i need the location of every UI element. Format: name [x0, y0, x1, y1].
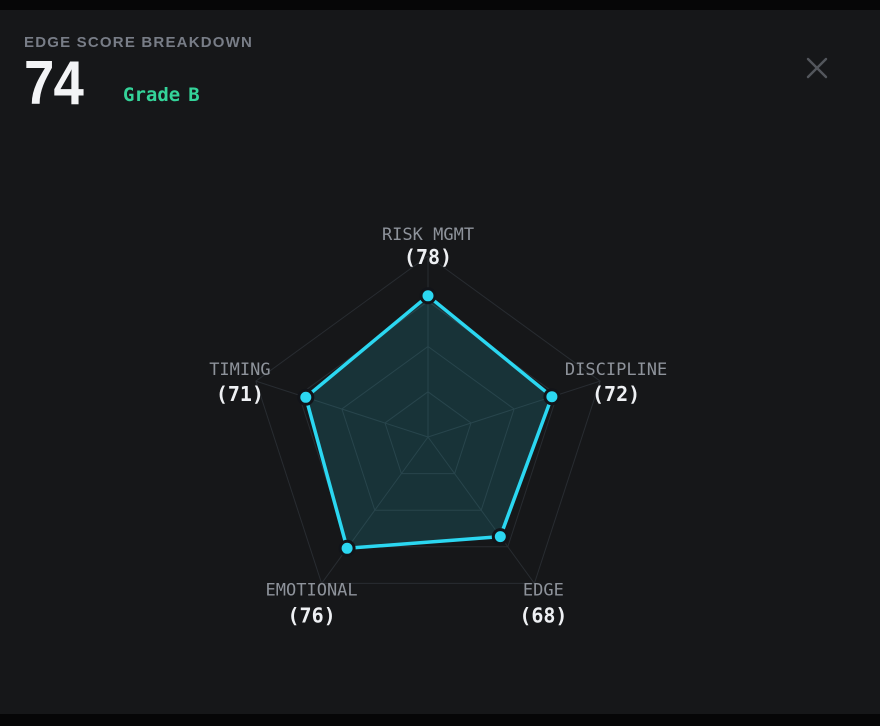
edge-score-panel: EDGE SCORE BREAKDOWN 74 Grade B — [0, 10, 880, 714]
score-row: 74 Grade B — [24, 49, 200, 118]
close-button[interactable] — [801, 52, 833, 84]
grade-word: Grade — [123, 84, 181, 106]
edge-score-value: 74 — [24, 49, 84, 118]
panel-title: EDGE SCORE BREAKDOWN — [24, 34, 254, 51]
grade-letter: B — [188, 84, 200, 106]
grade-label: Grade B — [123, 84, 200, 106]
close-icon — [806, 57, 828, 79]
